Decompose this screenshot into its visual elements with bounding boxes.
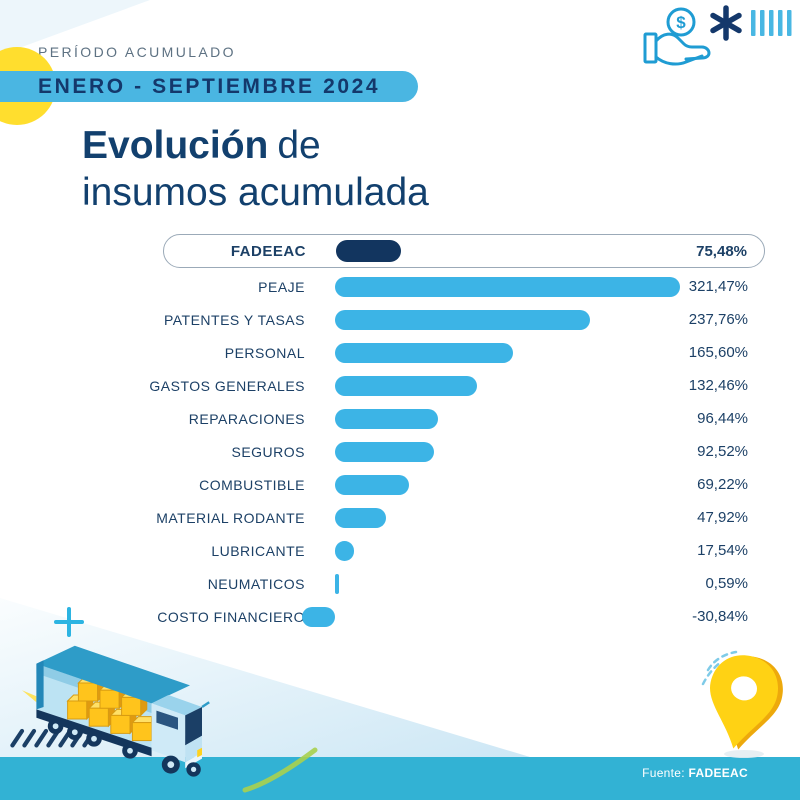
row-label: COMBUSTIBLE	[199, 476, 305, 493]
row-value: 96,44%	[697, 410, 748, 427]
tally-bars-icon	[751, 10, 792, 36]
period-badge-label: ENERO - SEPTIEMBRE 2024	[38, 74, 381, 98]
bar	[335, 309, 591, 330]
footer-band: Fuente: FADEEAC	[0, 757, 800, 800]
chart-row: SEGUROS 92,52%	[135, 435, 765, 468]
bar-zone	[336, 240, 764, 262]
period-badge: ENERO - SEPTIEMBRE 2024	[0, 71, 418, 102]
bar	[335, 507, 387, 528]
chart-row-highlight: FADEEAC 75,48%	[163, 234, 765, 268]
bar	[301, 606, 335, 627]
row-label: PERSONAL	[224, 344, 305, 361]
row-value: 0,59%	[705, 575, 748, 592]
chart-row: MATERIAL RODANTE 47,92%	[135, 501, 765, 534]
truck-cab	[151, 695, 210, 777]
row-value: 69,22%	[697, 476, 748, 493]
chart: FADEEAC 75,48% PEAJE 321,47% PATENTES Y TASA…	[135, 234, 765, 633]
row-value: 75,48%	[696, 242, 747, 260]
bar	[335, 540, 354, 561]
row-value: 17,54%	[697, 542, 748, 559]
bar-zone	[335, 408, 765, 429]
row-value: 165,60%	[688, 344, 748, 361]
row-label: SEGUROS	[231, 443, 305, 460]
bar	[335, 441, 435, 462]
chart-row: REPARACIONES 96,44%	[135, 402, 765, 435]
chart-row: GASTOS GENERALES 132,46%	[135, 369, 765, 402]
chart-row: PATENTES Y TASAS 237,76%	[135, 303, 765, 336]
row-label: LUBRICANTE	[211, 542, 305, 559]
source-label: Fuente:	[642, 766, 685, 780]
row-value: 47,92%	[697, 509, 748, 526]
chart-rows: FADEEAC 75,48% PEAJE 321,47% PATENTES Y TASA…	[135, 234, 765, 633]
bar-zone	[335, 441, 765, 462]
row-label: MATERIAL RODANTE	[156, 509, 305, 526]
corner-triangle-decoration	[0, 0, 150, 55]
bar	[335, 474, 410, 495]
row-label: NEUMATICOS	[207, 575, 305, 592]
page-title: Evolución de insumos acumulada	[82, 122, 429, 216]
asterisk-icon	[710, 5, 742, 41]
source-value: FADEEAC	[688, 766, 748, 780]
bar-zone	[301, 606, 765, 627]
bar-highlight	[336, 240, 402, 262]
bar-zone	[335, 342, 765, 363]
row-label: PEAJE	[258, 278, 305, 295]
bar-zone	[335, 309, 765, 330]
title-bold-word: Evolución	[82, 124, 269, 167]
chart-row: PEAJE 321,47%	[135, 270, 765, 303]
row-label: FADEEAC	[230, 242, 306, 260]
bar-zone	[335, 375, 765, 396]
title-line1-rest: de	[277, 124, 321, 167]
row-value: 237,76%	[688, 311, 748, 328]
dollar-glyph: $	[676, 13, 686, 32]
source-text: Fuente: FADEEAC	[642, 766, 748, 780]
bar	[335, 375, 478, 396]
header-icons: $	[643, 5, 792, 66]
bar	[335, 408, 439, 429]
row-value: 92,52%	[697, 443, 748, 460]
chart-row: LUBRICANTE 17,54%	[135, 534, 765, 567]
bar-zone	[335, 507, 765, 528]
bar	[335, 276, 680, 297]
row-label: PATENTES Y TASAS	[163, 311, 305, 328]
title-line2: insumos acumulada	[82, 171, 429, 214]
row-value: -30,84%	[692, 608, 748, 625]
bar-zone	[335, 474, 765, 495]
plus-icon	[54, 607, 84, 637]
bar	[335, 573, 339, 594]
chart-row: NEUMATICOS 0,59%	[135, 567, 765, 600]
bar-zone	[335, 276, 765, 297]
bar	[335, 342, 513, 363]
trailer-wheels	[47, 718, 138, 759]
chart-row: COSTO FINANCIERO -30,84%	[135, 600, 765, 633]
header-kicker: PERÍODO ACUMULADO	[38, 44, 236, 60]
chart-row: COMBUSTIBLE 69,22%	[135, 468, 765, 501]
row-value: 132,46%	[688, 377, 748, 394]
row-label: REPARACIONES	[188, 410, 305, 427]
green-swoosh-decoration	[242, 747, 318, 793]
row-label: COSTO FINANCIERO	[157, 608, 305, 625]
pin-motion-dashes	[701, 650, 738, 686]
hand-coin-icon	[643, 7, 711, 66]
bar-zone	[335, 540, 765, 561]
location-pin-icon	[701, 650, 783, 758]
row-label: GASTOS GENERALES	[149, 377, 305, 394]
row-value: 321,47%	[688, 278, 748, 295]
chart-row: PERSONAL 165,60%	[135, 336, 765, 369]
bar-zone	[335, 573, 765, 594]
truck-illustration	[10, 645, 210, 777]
